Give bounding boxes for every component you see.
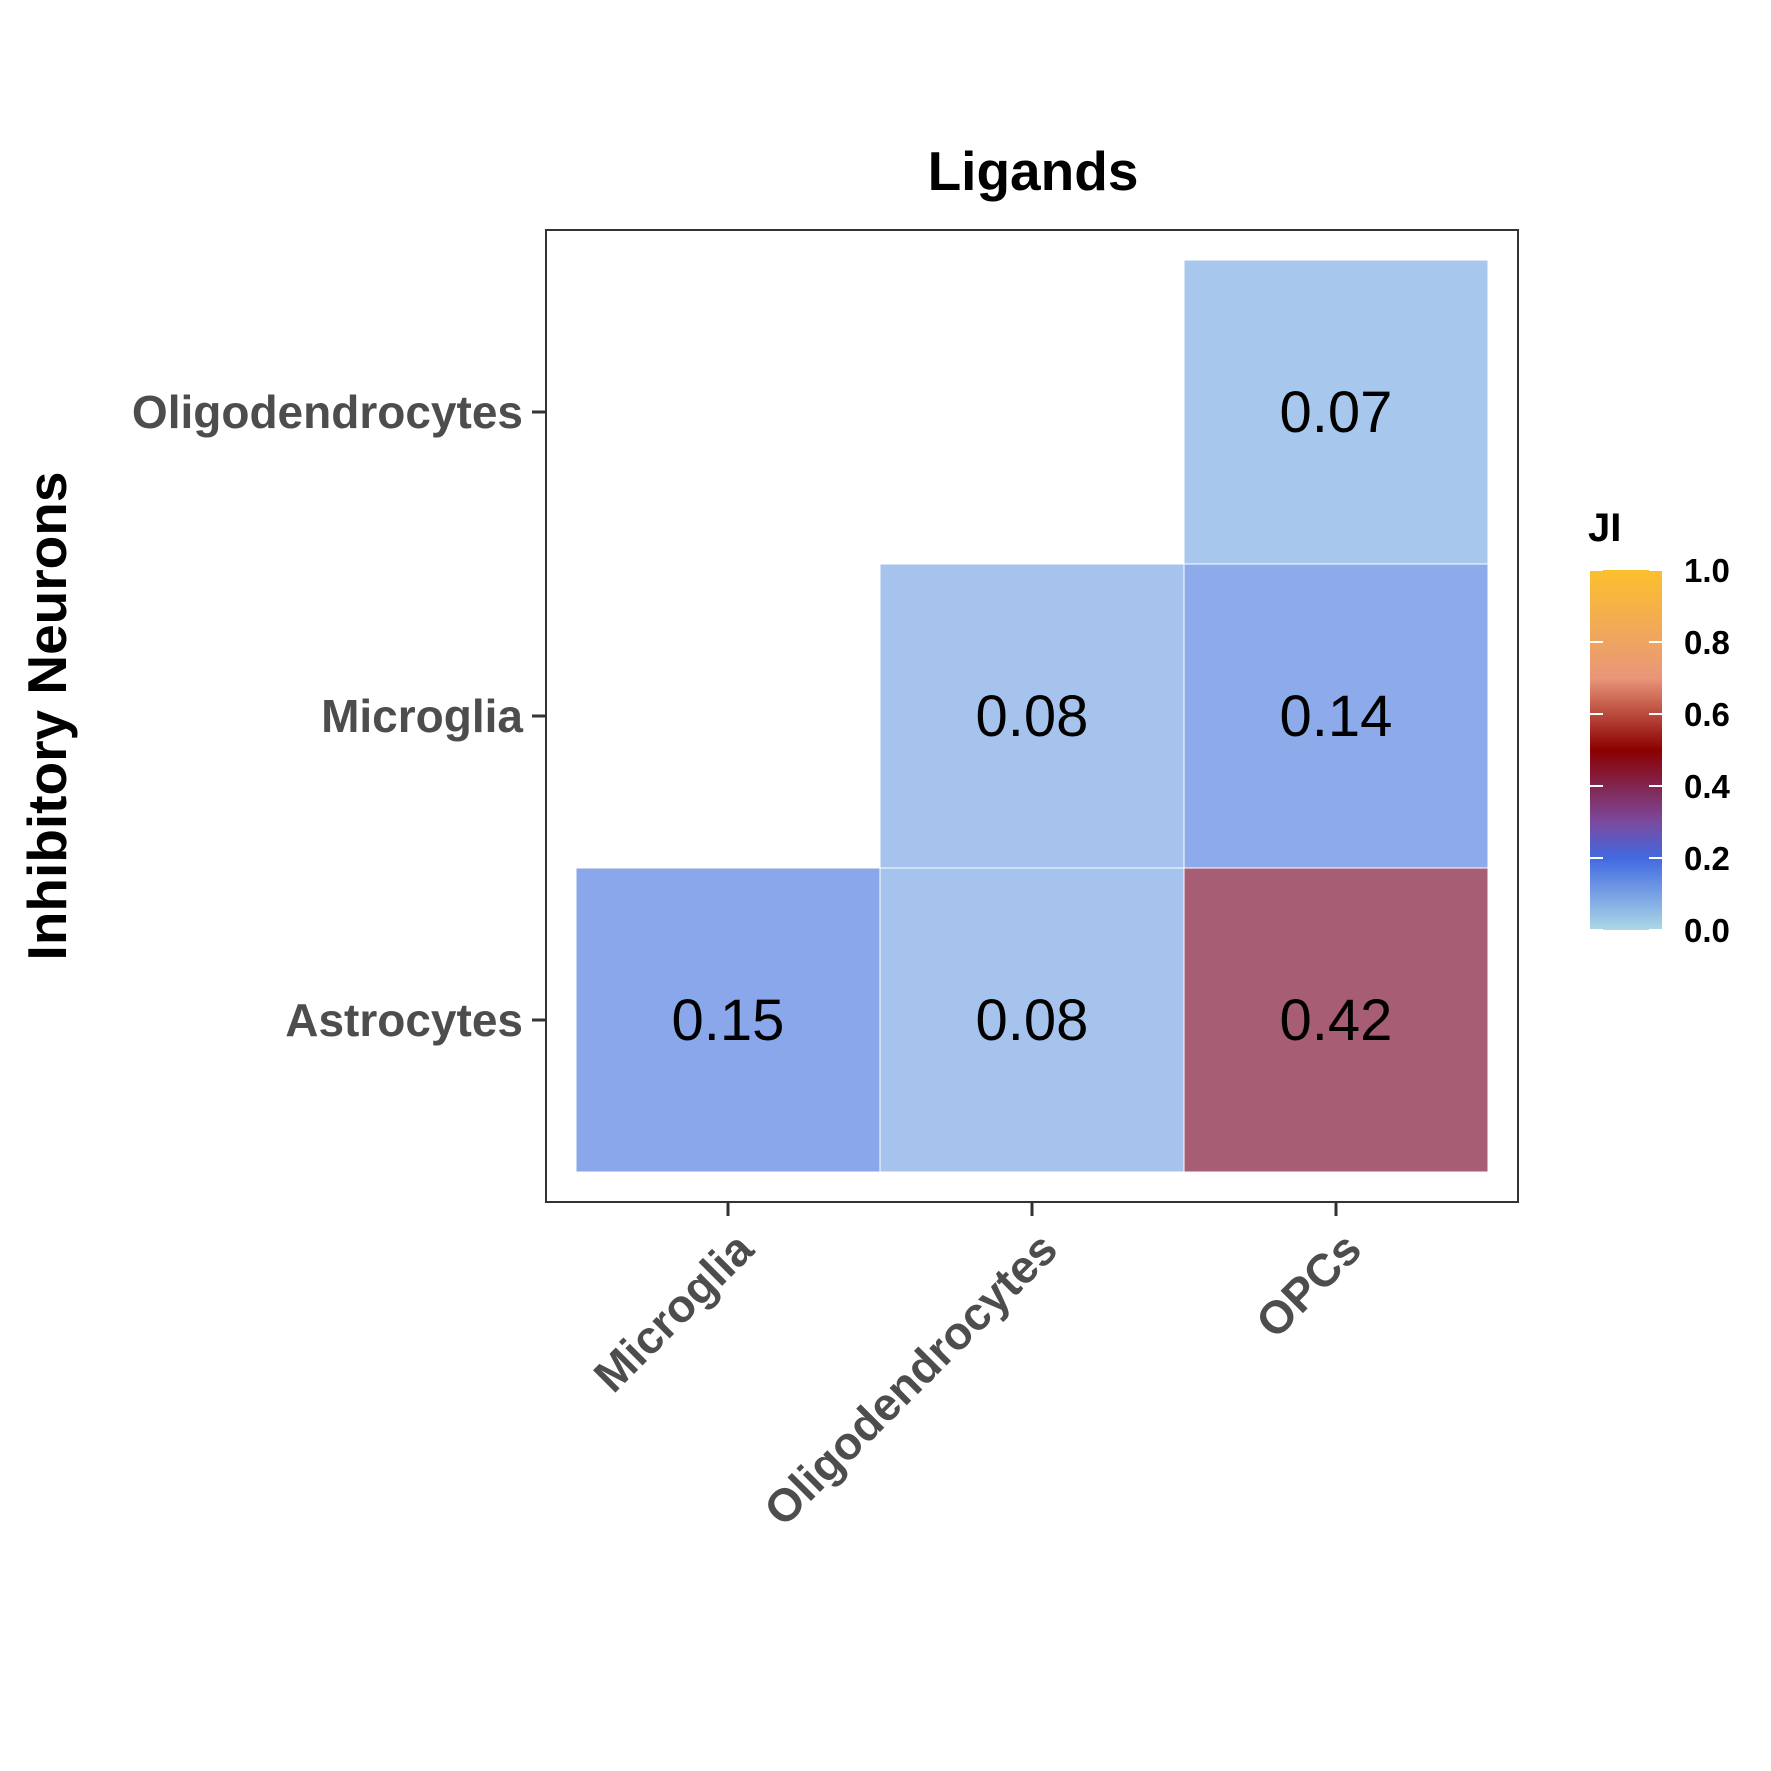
y-tick-label: Astrocytes: [285, 994, 523, 1046]
cell-value-label: 0.15: [672, 988, 785, 1053]
y-tick-label: Microglia: [321, 690, 523, 742]
x-tick-label: OPCs: [1246, 1222, 1371, 1347]
legend-ticks: 0.0 0.2 0.4 0.6 0.8 1.0: [1590, 552, 1731, 949]
heatmap-cell: [879, 563, 1185, 869]
heatmap-cells: 0.15 0.08 0.42 0.08 0.14 0.07: [575, 259, 1489, 1173]
heatmap-cell: [1183, 259, 1489, 565]
legend-tick-label: 0.2: [1684, 840, 1730, 877]
legend: JI 0.0 0.2 0.4 0.6 0.8 1.0: [1588, 506, 1731, 949]
x-tick-label: Oligodendrocytes: [754, 1222, 1067, 1535]
legend-tick-label: 0.6: [1684, 696, 1730, 733]
legend-title: JI: [1588, 506, 1621, 550]
legend-tick-label: 0.4: [1684, 768, 1731, 805]
chart-title: Ligands: [928, 140, 1139, 202]
legend-colorbar: [1590, 570, 1662, 930]
y-axis: Astrocytes Microglia Oligodendrocytes: [132, 386, 546, 1046]
legend-tick-label: 1.0: [1684, 552, 1730, 589]
legend-tick-label: 0.0: [1684, 912, 1730, 949]
heatmap-cell: [879, 867, 1185, 1173]
legend-tick-label: 0.8: [1684, 624, 1730, 661]
y-axis-title: Inhibitory Neurons: [16, 472, 78, 961]
x-tick-label: Microglia: [584, 1222, 764, 1402]
heatmap-cell: [575, 867, 881, 1173]
cell-value-label: 0.08: [976, 684, 1089, 749]
cell-value-label: 0.42: [1280, 988, 1393, 1053]
heatmap-cell: [1183, 563, 1489, 869]
y-tick-label: Oligodendrocytes: [132, 386, 523, 438]
cell-value-label: 0.07: [1280, 380, 1393, 445]
cell-value-label: 0.08: [976, 988, 1089, 1053]
cell-value-label: 0.14: [1280, 684, 1393, 749]
